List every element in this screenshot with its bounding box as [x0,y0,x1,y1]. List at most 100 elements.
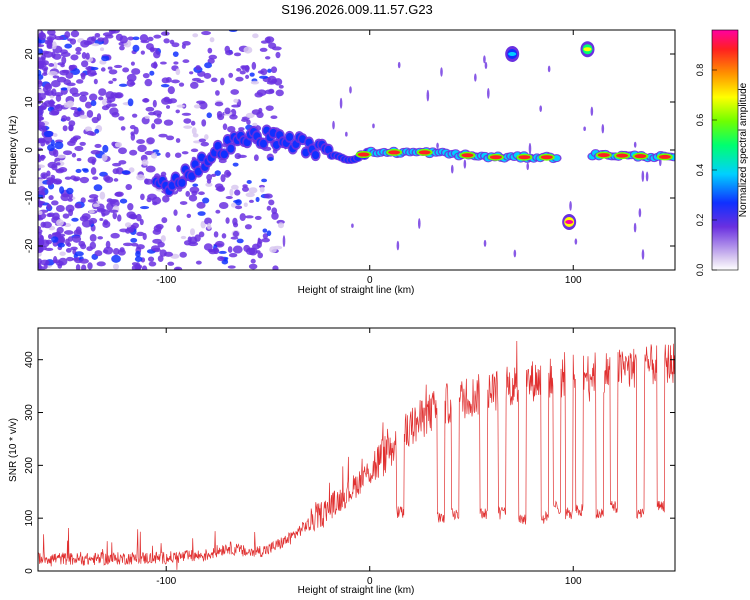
noise-blob [130,61,135,66]
noise-blob [48,195,54,201]
colorbar: 0.0 0.2 0.4 0.6 0.8 Normalized spectral ampl… [695,29,749,276]
noise-blob [245,112,255,119]
noise-blob [41,72,48,76]
noise-blob [222,123,228,131]
noise-blob [58,257,68,266]
noise-blob [70,106,78,111]
spectrogram-ytick-label: 0 [24,147,35,153]
noise-blob [88,217,98,224]
noise-blob [109,107,119,116]
noise-blob [47,161,58,169]
noise-blob [93,184,103,192]
noise-blob [233,98,239,103]
noise-blob [80,40,90,48]
track-core [634,154,647,159]
colorbar-tick-label: 0.8 [695,64,705,77]
noise-blob [645,171,649,182]
noise-blob [163,119,174,126]
noise-blob [57,242,65,248]
noise-blob [171,42,180,48]
noise-blob [93,78,98,85]
track-core [418,150,431,155]
noise-blob [142,98,150,103]
noise-blob [87,156,97,164]
noise-blob [232,162,239,167]
noise-blob [204,62,213,69]
snr-panel: -100 0 100 0 100 200 300 400 Height of straight… [8,327,676,596]
noise-blob [243,46,253,54]
noise-blob [147,36,154,42]
track-body [214,141,222,150]
noise-blob [230,236,239,240]
noise-blob [243,244,251,252]
track-core [616,153,629,158]
noise-blob [42,125,47,132]
noise-blob [235,205,243,210]
noise-blob [163,251,174,257]
noise-blob [633,141,637,148]
noise-blob [633,222,637,233]
snr-ytick-label: 300 [24,404,35,421]
noise-blob [206,112,212,119]
noise-blob [38,111,41,117]
noise-blob [112,263,120,270]
noise-blob [118,116,125,121]
noise-blob [253,154,259,162]
noise-blob [85,52,90,60]
noise-blob [139,218,144,226]
noise-blob [175,109,180,114]
noise-blob [248,247,258,256]
noise-blob [112,162,122,167]
noise-blob [484,61,488,69]
noise-blob [96,113,102,121]
track-core [489,155,502,160]
noise-blob [75,168,82,174]
noise-blob [134,267,141,270]
colorbar-tick-label: 0.2 [695,214,705,227]
noise-blob [38,210,43,216]
track-body [552,155,561,162]
noise-blob [42,60,49,66]
noise-blob [224,107,231,115]
noise-blob [106,198,113,203]
noise-blob [250,80,260,85]
noise-blob [265,105,274,111]
noise-blob [86,109,94,118]
noise-blob [183,118,192,124]
noise-blob [160,31,170,36]
noise-blob [76,157,82,162]
noise-blob [601,123,605,134]
noise-blob [82,168,89,173]
noise-blob [56,76,67,83]
noise-blob [261,178,268,183]
noise-blob [245,192,255,198]
noise-blob [167,261,175,266]
noise-blob [246,119,251,125]
noise-blob [583,126,586,132]
noise-blob [66,187,74,195]
noise-blob [201,30,211,36]
snr-xtick-label: 100 [565,576,582,587]
noise-blob [38,143,42,147]
noise-blob [69,87,79,95]
noise-blob [106,202,114,211]
noise-blob [173,61,179,65]
noise-blob [235,76,244,82]
snr-line-series [38,340,675,570]
noise-blob [38,74,44,80]
noise-blob [148,261,157,267]
noise-blob [232,245,243,254]
noise-blob [189,71,194,75]
noise-blob [55,169,64,174]
noise-blob [151,123,156,130]
noise-blob [245,74,250,80]
noise-blob [172,51,179,57]
noise-blob [75,264,81,270]
noise-blob [56,226,64,234]
noise-blob [178,82,185,87]
noise-blob [218,201,229,210]
noise-blob [55,94,62,102]
noise-blob [161,217,168,224]
